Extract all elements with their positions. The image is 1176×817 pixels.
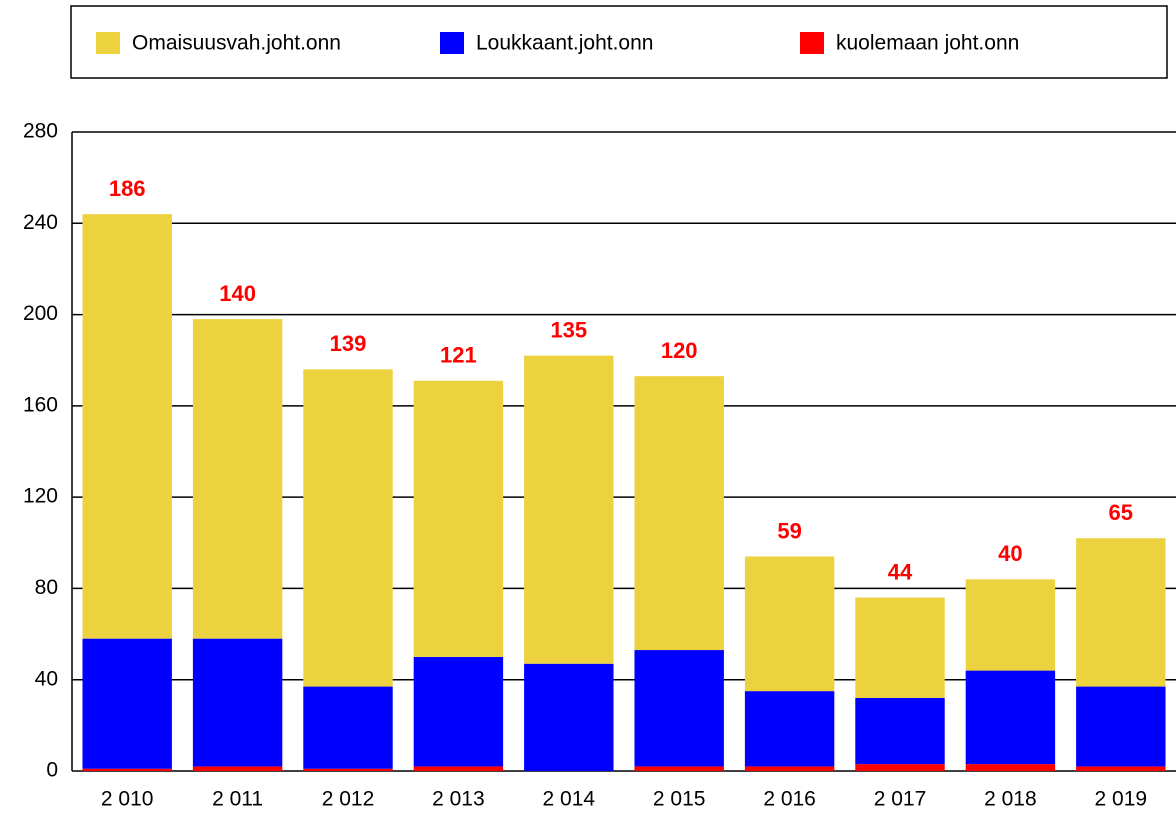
bar-segment	[192, 319, 283, 639]
bar-segment	[303, 768, 393, 771]
bar-segment	[965, 764, 1056, 771]
legend-swatch	[96, 32, 120, 54]
bar-segment	[1076, 538, 1166, 687]
data-label: 44	[888, 559, 913, 584]
x-tick-label: 2 017	[874, 788, 927, 811]
x-tick-label: 2 016	[763, 788, 816, 811]
bar-segment	[634, 376, 724, 651]
legend-label: kuolemaan joht.onn	[836, 32, 1019, 55]
bar-segment	[413, 380, 504, 657]
y-tick-label: 120	[23, 485, 58, 508]
x-tick-label: 2 010	[101, 788, 154, 811]
data-label: 59	[777, 518, 801, 543]
data-label: 140	[219, 281, 256, 306]
bar-segment	[1076, 686, 1166, 767]
legend-swatch	[800, 32, 824, 54]
bar-segment	[855, 764, 945, 771]
bar-segment	[744, 556, 835, 692]
bar-segment	[744, 766, 835, 771]
x-tick-label: 2 014	[543, 788, 596, 811]
bar-segment	[524, 663, 614, 771]
y-tick-label: 280	[23, 120, 58, 143]
data-label: 186	[109, 176, 146, 201]
bar-segment	[413, 656, 504, 767]
bar-segment	[855, 597, 945, 698]
data-label: 65	[1109, 500, 1133, 525]
bar-segment	[744, 691, 835, 767]
data-label: 40	[998, 541, 1022, 566]
legend-label: Omaisuusvah.joht.onn	[132, 32, 341, 55]
legend-label: Loukkaant.joht.onn	[476, 32, 653, 55]
bar-segment	[634, 650, 724, 767]
bar-segment	[524, 355, 614, 664]
data-label: 135	[550, 317, 587, 342]
bar-segment	[192, 766, 283, 771]
x-tick-label: 2 013	[432, 788, 485, 811]
x-tick-label: 2 018	[984, 788, 1037, 811]
y-tick-label: 160	[23, 393, 58, 416]
bar-segment	[303, 369, 393, 687]
data-label: 139	[330, 331, 367, 356]
y-tick-label: 240	[23, 211, 58, 234]
legend-box	[70, 5, 1168, 79]
y-tick-label: 0	[46, 759, 58, 782]
legend-swatch	[440, 32, 464, 54]
bar-segment	[1076, 766, 1166, 771]
x-tick-label: 2 012	[322, 788, 375, 811]
x-tick-label: 2 019	[1095, 788, 1148, 811]
bar-segment	[82, 214, 172, 639]
x-tick-label: 2 015	[653, 788, 706, 811]
bar-segment	[965, 670, 1056, 765]
bar-segment	[303, 686, 393, 769]
bar-segment	[82, 638, 172, 769]
data-label: 120	[661, 338, 698, 363]
bar-segment	[634, 766, 724, 771]
bar-segment	[82, 768, 172, 771]
x-tick-label: 2 011	[212, 788, 263, 811]
y-tick-label: 200	[23, 302, 58, 325]
y-tick-label: 40	[35, 667, 58, 690]
y-tick-label: 80	[35, 576, 58, 599]
bar-segment	[965, 579, 1056, 671]
bar-segment	[855, 697, 945, 765]
data-label: 121	[440, 343, 477, 368]
bar-segment	[413, 766, 504, 771]
bar-segment	[192, 638, 283, 767]
